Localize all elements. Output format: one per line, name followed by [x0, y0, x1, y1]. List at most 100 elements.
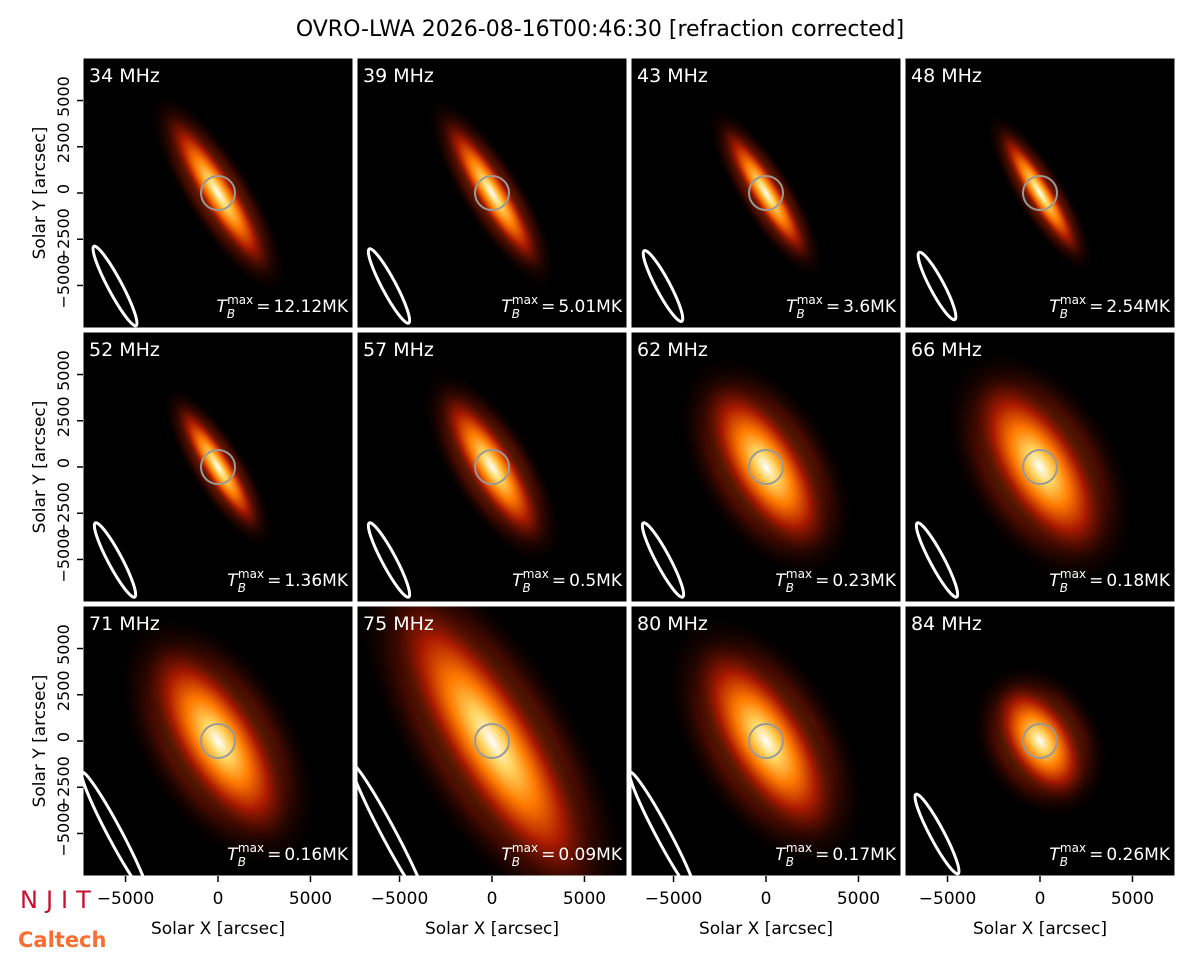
- y-tick-label: 0: [54, 732, 73, 742]
- frequency-label: 62 MHz: [637, 339, 708, 361]
- x-axis-label: Solar X [arcsec]: [973, 919, 1107, 939]
- frequency-label: 84 MHz: [911, 613, 982, 635]
- y-tick-label: −5000: [54, 802, 73, 856]
- beam: [83, 770, 150, 876]
- x-axis-label: Solar X [arcsec]: [699, 919, 833, 939]
- frequency-label: 75 MHz: [363, 613, 434, 635]
- emission-blob: [436, 385, 548, 549]
- frequency-label: 39 MHz: [363, 65, 434, 87]
- frequency-label: 80 MHz: [637, 613, 708, 635]
- beam: [916, 250, 958, 322]
- x-tick-label: 5000: [563, 889, 606, 909]
- y-tick-label: −2500: [54, 482, 73, 536]
- tmax-label: TBmax = 0.09MK: [501, 841, 623, 869]
- y-tick-label: −2500: [54, 756, 73, 810]
- panel-frame: [356, 331, 628, 603]
- beam: [92, 521, 138, 599]
- tmax-label: TBmax = 0.17MK: [775, 841, 897, 869]
- panel-frame: [630, 57, 902, 329]
- y-tick-label: 2500: [54, 122, 73, 163]
- frequency-label: 34 MHz: [89, 65, 160, 87]
- panel: [357, 606, 627, 876]
- tmax-label: TBmax = 2.54MK: [1049, 293, 1171, 321]
- emission-blob: [718, 120, 814, 266]
- solar-disk: [1022, 449, 1058, 485]
- caltech-logo: Caltech: [18, 928, 106, 952]
- y-tick-label: 2500: [54, 396, 73, 437]
- y-tick-label: 0: [54, 184, 73, 194]
- frequency-label: 57 MHz: [363, 339, 434, 361]
- y-axis-label: Solar Y [arcsec]: [30, 401, 50, 534]
- solar-disk: [200, 449, 236, 485]
- panel-frame: [630, 331, 902, 603]
- x-axis-label: Solar X [arcsec]: [151, 919, 285, 939]
- solar-disk: [748, 449, 784, 485]
- panel: [905, 332, 1175, 602]
- solar-disk: [1022, 723, 1058, 759]
- x-tick-label: 5000: [289, 889, 332, 909]
- panel: [83, 606, 353, 876]
- solar-disk: [474, 723, 510, 759]
- njit-logo: NJIT: [20, 886, 99, 914]
- y-tick-label: 0: [54, 458, 73, 468]
- emission-blob: [995, 124, 1085, 262]
- x-tick-label: 0: [213, 889, 224, 909]
- panel: [631, 332, 901, 602]
- y-tick-label: −2500: [54, 208, 73, 262]
- panel-frame: [356, 57, 628, 329]
- tmax-label: TBmax = 0.5MK: [512, 567, 623, 595]
- frequency-label: 52 MHz: [89, 339, 160, 361]
- solar-disk: [1022, 175, 1058, 211]
- panel: [905, 58, 1175, 328]
- beam: [641, 249, 685, 323]
- y-tick-label: 5000: [54, 624, 73, 665]
- panel: [357, 332, 627, 602]
- solar-disk: [200, 723, 236, 759]
- y-axis-label: Solar Y [arcsec]: [30, 675, 50, 808]
- panel: [83, 332, 353, 602]
- solar-disk: [200, 175, 236, 211]
- tmax-label: TBmax = 0.26MK: [1049, 841, 1171, 869]
- solar-disk: [748, 175, 784, 211]
- tmax-label: TBmax = 0.16MK: [227, 841, 349, 869]
- tmax-label: TBmax = 0.18MK: [1049, 567, 1171, 595]
- tmax-label: TBmax = 3.6MK: [786, 293, 897, 321]
- frequency-label: 43 MHz: [637, 65, 708, 87]
- emission-blob: [438, 111, 546, 275]
- x-tick-label: 5000: [1111, 889, 1154, 909]
- x-tick-label: −5000: [919, 889, 977, 909]
- beam: [914, 521, 960, 599]
- solar-disk: [474, 449, 510, 485]
- beam: [913, 792, 961, 876]
- beam: [366, 521, 412, 599]
- emission-blob: [689, 635, 843, 847]
- panel-frame: [904, 57, 1176, 329]
- frequency-label: 66 MHz: [911, 339, 982, 361]
- x-tick-label: 0: [761, 889, 772, 909]
- beam: [91, 244, 139, 328]
- x-axis-label: Solar X [arcsec]: [425, 919, 559, 939]
- x-tick-label: −5000: [97, 889, 155, 909]
- tmax-label: TBmax = 12.12MK: [216, 293, 348, 321]
- figure-title: OVRO-LWA 2026-08-16T00:46:30 [refraction…: [296, 17, 904, 42]
- emission-blob: [698, 374, 834, 560]
- emission-blob: [161, 107, 275, 279]
- beam: [366, 247, 412, 325]
- beam: [640, 521, 686, 599]
- y-tick-label: 2500: [54, 670, 73, 711]
- panel: [357, 58, 627, 328]
- solar-disk: [474, 175, 510, 211]
- beam: [357, 761, 429, 876]
- solar-disk: [748, 723, 784, 759]
- panel: [905, 606, 1175, 876]
- beam: [631, 770, 698, 876]
- emission-blob: [383, 606, 601, 876]
- frequency-label: 71 MHz: [89, 613, 160, 635]
- tmax-label: TBmax = 0.23MK: [775, 567, 897, 595]
- tmax-label: TBmax = 1.36MK: [227, 567, 349, 595]
- emission-blob: [989, 677, 1091, 805]
- y-tick-label: −5000: [54, 528, 73, 582]
- x-tick-label: 5000: [837, 889, 880, 909]
- tmax-label: TBmax = 5.01MK: [501, 293, 623, 321]
